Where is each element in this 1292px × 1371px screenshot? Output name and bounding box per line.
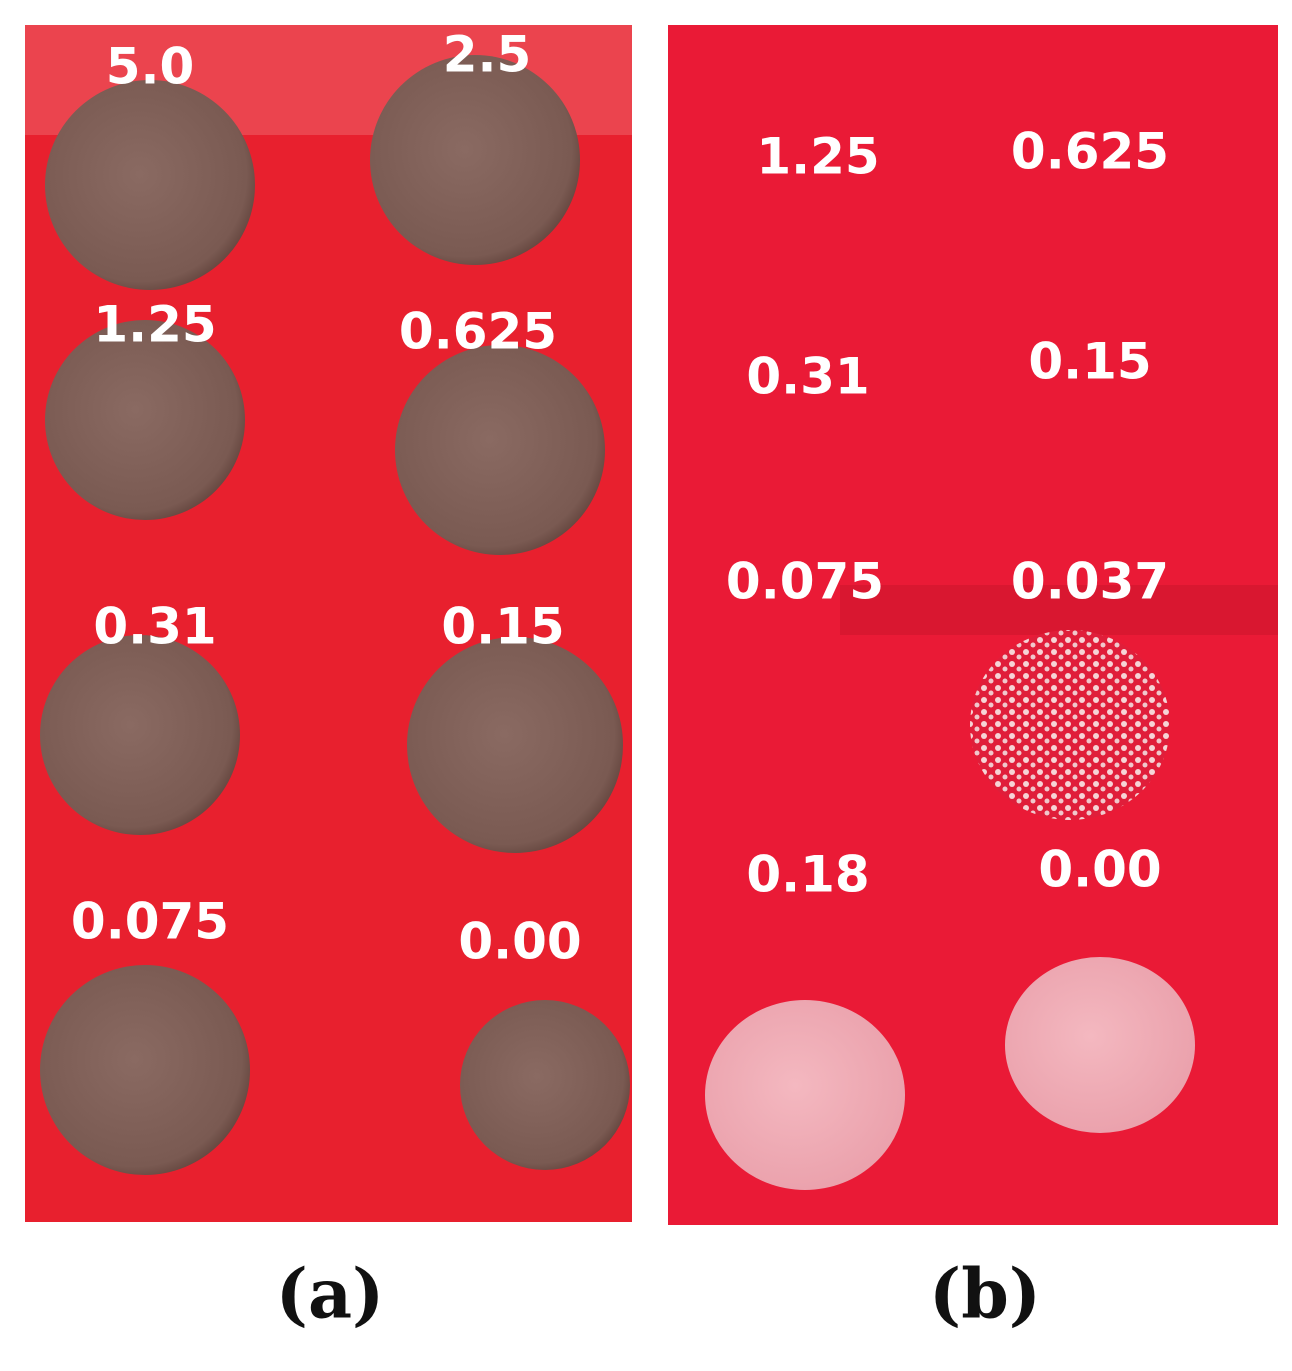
marker-shadow [840,585,1278,635]
concentration-label: 0.625 [399,303,557,361]
colony [370,55,580,265]
panel-caption: (a) [276,1255,384,1335]
colony-pale [1005,957,1195,1133]
colony [45,80,255,290]
concentration-label: 0.037 [1011,553,1169,611]
concentration-label: 0.075 [726,553,884,611]
panel-b: 1.25 0.625 0.31 0.15 0.075 0.037 0.18 0.… [668,25,1278,1225]
concentration-label: 5.0 [106,38,195,96]
concentration-label: 0.31 [93,598,216,656]
colony [40,635,240,835]
colony [395,345,605,555]
concentration-label: 1.25 [93,296,216,354]
concentration-label: 0.075 [71,893,229,951]
concentration-label: 2.5 [443,26,532,84]
concentration-label: 0.15 [1028,333,1151,391]
concentration-label: 0.00 [458,913,581,971]
concentration-label: 0.18 [746,846,869,904]
panel-caption: (b) [929,1255,1041,1335]
concentration-label: 0.00 [1038,841,1161,899]
colony-pale [705,1000,905,1190]
colony-speckled [970,630,1170,820]
concentration-label: 0.31 [746,348,869,406]
concentration-label: 0.625 [1011,123,1169,181]
colony [45,320,245,520]
colony [40,965,250,1175]
colony [460,1000,630,1170]
concentration-label: 1.25 [756,128,879,186]
concentration-label: 0.15 [441,598,564,656]
panel-a: 5.0 2.5 1.25 0.625 0.31 0.15 0.075 0.00 [25,25,632,1222]
colony [407,637,623,853]
